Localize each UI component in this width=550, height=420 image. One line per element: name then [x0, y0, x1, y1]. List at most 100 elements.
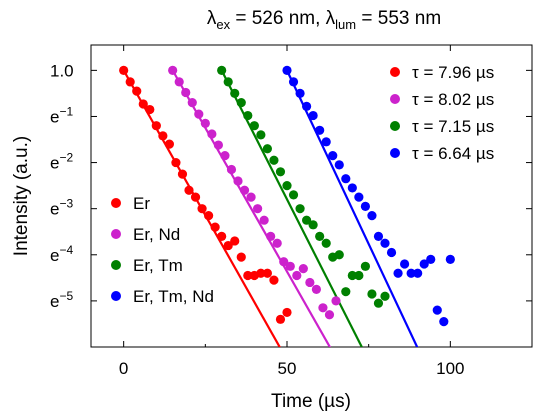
data-point — [308, 110, 318, 121]
legend-tau-marker — [390, 148, 400, 158]
data-point — [295, 88, 305, 99]
data-point — [360, 201, 370, 211]
legend-sample-marker — [111, 260, 121, 270]
legend-sample-label: Er, Nd — [133, 225, 180, 244]
data-point — [334, 250, 344, 260]
data-point — [334, 160, 344, 170]
data-point — [181, 87, 191, 98]
fit-line-4 — [286, 69, 419, 347]
y-axis: 1.0 e−1 e−2 e−3 e−4 e−5 — [50, 61, 532, 311]
legend-tau-label: τ = 7.96 µs — [412, 63, 494, 82]
data-point — [158, 131, 168, 141]
data-point — [324, 310, 335, 320]
data-point — [266, 231, 276, 241]
data-point — [275, 167, 286, 177]
data-point — [239, 185, 250, 195]
title-lambda-ex: λ — [207, 8, 217, 29]
data-point — [367, 210, 377, 221]
legend-samples: Er Er, Nd Er, Tm Er, Tm, Nd — [111, 194, 214, 306]
data-point — [184, 185, 194, 195]
data-point — [138, 99, 148, 109]
data-point — [230, 88, 240, 99]
data-point — [302, 101, 312, 111]
legend-tau-label: τ = 6.64 µs — [412, 144, 494, 163]
y-tick-label: e−5 — [50, 289, 73, 311]
legend-sample-marker — [111, 229, 121, 239]
data-point — [197, 204, 207, 214]
legend-tau: τ = 7.96 µs τ = 8.02 µs τ = 7.15 µs τ = 6.6… — [390, 63, 494, 163]
data-point — [177, 169, 188, 179]
data-point — [275, 314, 286, 324]
data-point — [226, 164, 237, 175]
legend-tau-marker — [390, 121, 400, 131]
data-point — [236, 98, 246, 108]
data-point — [269, 275, 279, 285]
data-point — [393, 268, 403, 278]
data-point — [262, 144, 272, 154]
data-point — [269, 155, 279, 165]
data-point — [419, 259, 429, 269]
data-point — [331, 296, 341, 306]
data-point — [432, 305, 442, 315]
data-point — [341, 174, 351, 184]
data-point — [315, 231, 325, 241]
fit-line-3 — [220, 69, 364, 347]
data-point — [249, 121, 259, 131]
data-point — [200, 118, 210, 128]
data-point — [308, 220, 318, 230]
data-point — [285, 261, 295, 271]
data-point — [279, 257, 289, 267]
data-point — [439, 317, 449, 327]
title-ex-sub: ex — [216, 17, 230, 32]
data-point — [413, 268, 423, 278]
legend-tau-marker — [390, 67, 400, 77]
data-point — [288, 190, 299, 200]
data-point — [282, 65, 292, 75]
data-point — [125, 77, 135, 87]
data-point — [171, 157, 181, 168]
data-point — [282, 307, 292, 318]
data-point — [210, 222, 220, 232]
y-tick-label: 1.0 — [50, 61, 74, 80]
data-point — [187, 98, 197, 108]
data-point — [262, 268, 272, 278]
legend-sample-marker — [111, 291, 121, 301]
data-point — [272, 238, 282, 248]
data-point — [321, 238, 331, 248]
data-point — [302, 215, 312, 225]
data-point — [223, 240, 233, 251]
data-point — [318, 303, 328, 313]
data-point — [445, 254, 455, 264]
data-point — [164, 139, 174, 149]
data-point — [298, 264, 308, 274]
x-axis: 0 50 100 — [119, 45, 533, 378]
legend-tau-label: τ = 7.15 µs — [412, 117, 494, 136]
data-point — [132, 86, 142, 96]
data-point — [246, 192, 256, 202]
data-point — [253, 204, 263, 214]
data-point — [426, 254, 436, 264]
data-point — [380, 238, 390, 248]
data-point — [220, 151, 230, 161]
data-point — [367, 289, 377, 299]
plot-frame — [90, 44, 533, 348]
y-axis-label: Intensity (a.u.) — [11, 136, 32, 256]
title-lum-value: = 553 nm — [356, 8, 441, 29]
data-point — [354, 270, 364, 281]
data-point — [256, 130, 266, 140]
data-point — [305, 277, 315, 288]
data-point — [213, 140, 223, 150]
data-point — [347, 183, 357, 193]
data-point — [282, 181, 292, 191]
data-point — [354, 192, 364, 202]
data-point — [119, 65, 129, 75]
fit-line-2 — [171, 69, 332, 347]
legend-tau-label: τ = 8.02 µs — [412, 90, 494, 109]
data-point — [243, 110, 253, 121]
data-point — [145, 104, 155, 115]
data-point — [315, 125, 325, 135]
data-point — [243, 270, 253, 281]
data-point — [259, 215, 269, 225]
data-point — [295, 204, 305, 214]
